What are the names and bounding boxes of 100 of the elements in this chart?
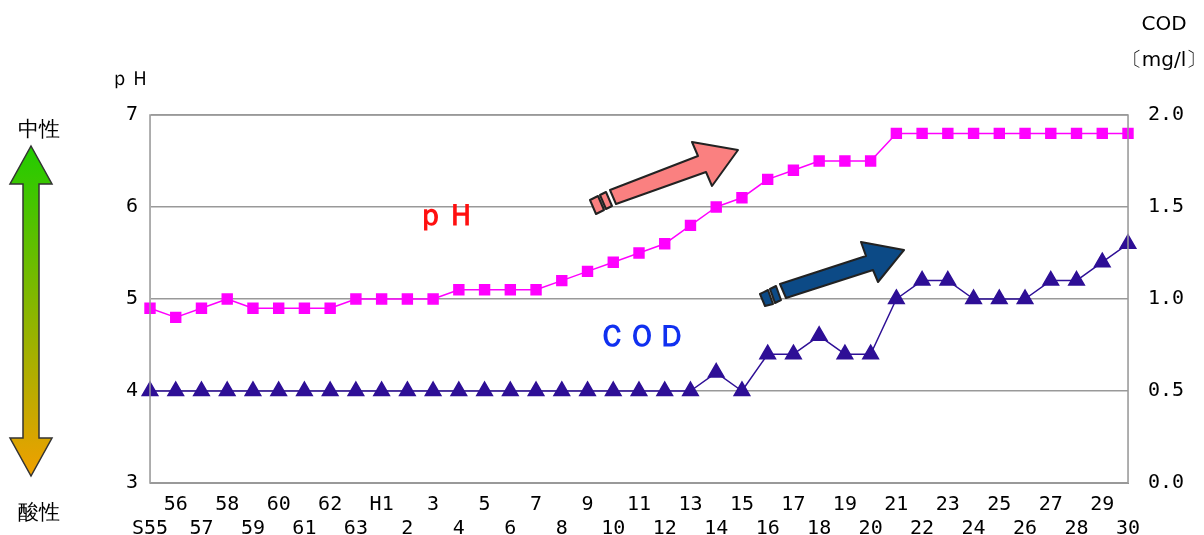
x-tick-label: 57 <box>189 515 214 535</box>
point <box>1016 289 1034 305</box>
point <box>192 381 211 397</box>
point <box>501 381 519 397</box>
point <box>427 293 439 305</box>
x-tick-label: 21 <box>884 491 909 516</box>
series-label: ｐＨ <box>416 196 477 232</box>
x-tick-label: 10 <box>601 515 626 535</box>
point <box>633 247 645 259</box>
x-tick-label: S55 <box>131 515 169 535</box>
x-tick-label: 59 <box>240 515 265 535</box>
x-tick-label: 13 <box>678 491 703 516</box>
x-tick-label: 8 <box>555 515 568 535</box>
point <box>707 362 725 378</box>
point <box>556 274 568 287</box>
x-tick-label: 6 <box>504 515 517 535</box>
y2-tick-label: 0.0 <box>1148 469 1185 494</box>
point <box>733 381 751 397</box>
point <box>864 155 877 167</box>
x-tick-label: 62 <box>318 491 343 516</box>
point <box>424 381 442 397</box>
x-tick-label: 63 <box>343 515 368 535</box>
point <box>684 219 697 232</box>
y2-tick-label: 1.0 <box>1148 285 1185 310</box>
point <box>916 127 928 140</box>
point <box>527 381 545 397</box>
point <box>1042 270 1060 286</box>
point <box>1096 127 1108 140</box>
point <box>813 155 825 167</box>
point <box>350 293 362 305</box>
y-tick-label: 7 <box>125 101 138 126</box>
x-tick-label: H1 <box>369 491 394 516</box>
y-axis-title: ｐＨ <box>110 66 150 90</box>
x-tick-label: 56 <box>163 491 188 516</box>
point <box>401 293 414 305</box>
point <box>710 201 722 213</box>
y2-axis-title: COD 〔mg/l〕 <box>1121 11 1204 71</box>
x-tick-label: 25 <box>987 491 1012 516</box>
point <box>321 381 339 397</box>
point <box>761 173 774 186</box>
x-tick-label: 14 <box>704 515 729 535</box>
x-tick-label: 11 <box>626 491 652 516</box>
point <box>170 311 182 324</box>
point <box>890 127 903 140</box>
point <box>578 381 597 397</box>
point <box>965 289 983 305</box>
x-tick-label: 24 <box>961 515 986 535</box>
point <box>656 381 674 397</box>
x-tick-label: 9 <box>581 491 594 516</box>
point <box>784 344 802 360</box>
point <box>270 381 288 397</box>
x-tick-label: 60 <box>266 491 291 516</box>
point <box>247 302 259 314</box>
point <box>990 289 1008 305</box>
point <box>810 326 828 342</box>
point <box>967 127 980 140</box>
point <box>373 381 391 397</box>
point <box>836 344 854 360</box>
point <box>1067 270 1086 286</box>
point <box>375 293 388 305</box>
point <box>581 265 594 278</box>
x-tick-label: 12 <box>652 515 677 535</box>
point <box>272 302 285 314</box>
point <box>839 155 851 167</box>
point <box>862 344 880 360</box>
point <box>604 381 622 397</box>
x-tick-label: 58 <box>215 491 240 516</box>
y-tick-label: 3 <box>125 469 138 494</box>
x-tick-label: 27 <box>1038 491 1063 516</box>
x-tick-label: 15 <box>729 491 754 516</box>
x-tick-label: 28 <box>1064 515 1089 535</box>
point <box>221 293 233 305</box>
x-tick-label: 29 <box>1090 491 1115 516</box>
series-label: ＣＯＤ <box>597 318 688 353</box>
y-tick-label: 6 <box>125 193 138 218</box>
x-tick-label: 22 <box>910 515 935 535</box>
point <box>607 256 619 268</box>
x-tick-label: 61 <box>292 515 317 535</box>
point <box>1045 127 1057 140</box>
point <box>993 127 1006 140</box>
x-tick-label: 20 <box>858 515 883 535</box>
point <box>681 381 700 397</box>
point <box>659 238 671 250</box>
point <box>476 381 494 397</box>
point <box>298 302 311 314</box>
x-tick-label: 19 <box>832 491 857 516</box>
x-tick-label: 17 <box>781 491 806 516</box>
y2-tick-label: 2.0 <box>1148 101 1185 126</box>
point <box>913 270 931 286</box>
point <box>244 381 262 397</box>
point <box>939 270 957 286</box>
point <box>759 344 777 360</box>
x-tick-label: 7 <box>530 491 543 516</box>
x-tick-label: 23 <box>935 491 960 516</box>
point <box>530 284 542 296</box>
x-tick-label: 3 <box>427 491 440 516</box>
point <box>1093 252 1111 268</box>
point <box>398 381 416 397</box>
point <box>450 381 468 397</box>
x-tick-label: 16 <box>755 515 780 535</box>
